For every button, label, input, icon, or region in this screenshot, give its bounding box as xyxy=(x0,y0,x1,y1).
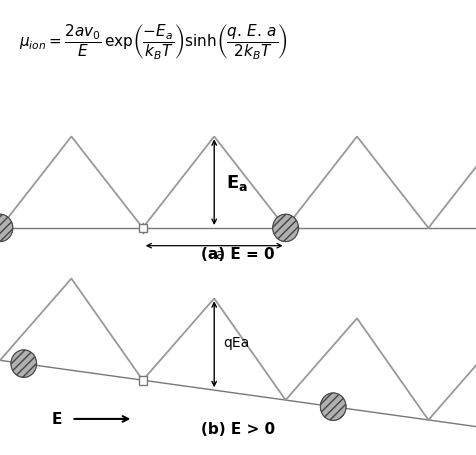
Circle shape xyxy=(320,393,346,420)
Text: qEa: qEa xyxy=(224,335,250,349)
Circle shape xyxy=(11,350,37,378)
Text: $\mu_{ion} = \dfrac{2av_0}{E}\,\exp\!\left(\dfrac{-E_a}{k_BT}\right)\sinh\!\left: $\mu_{ion} = \dfrac{2av_0}{E}\,\exp\!\le… xyxy=(19,22,288,61)
Circle shape xyxy=(0,215,13,242)
Bar xyxy=(139,224,147,233)
Bar xyxy=(139,376,147,384)
Text: a: a xyxy=(215,248,223,262)
Text: (b) E > 0: (b) E > 0 xyxy=(201,421,275,436)
Circle shape xyxy=(273,215,298,242)
Text: E: E xyxy=(51,411,62,426)
Text: $\mathbf{E_a}$: $\mathbf{E_a}$ xyxy=(226,173,248,193)
Text: (a) E = 0: (a) E = 0 xyxy=(201,247,275,261)
